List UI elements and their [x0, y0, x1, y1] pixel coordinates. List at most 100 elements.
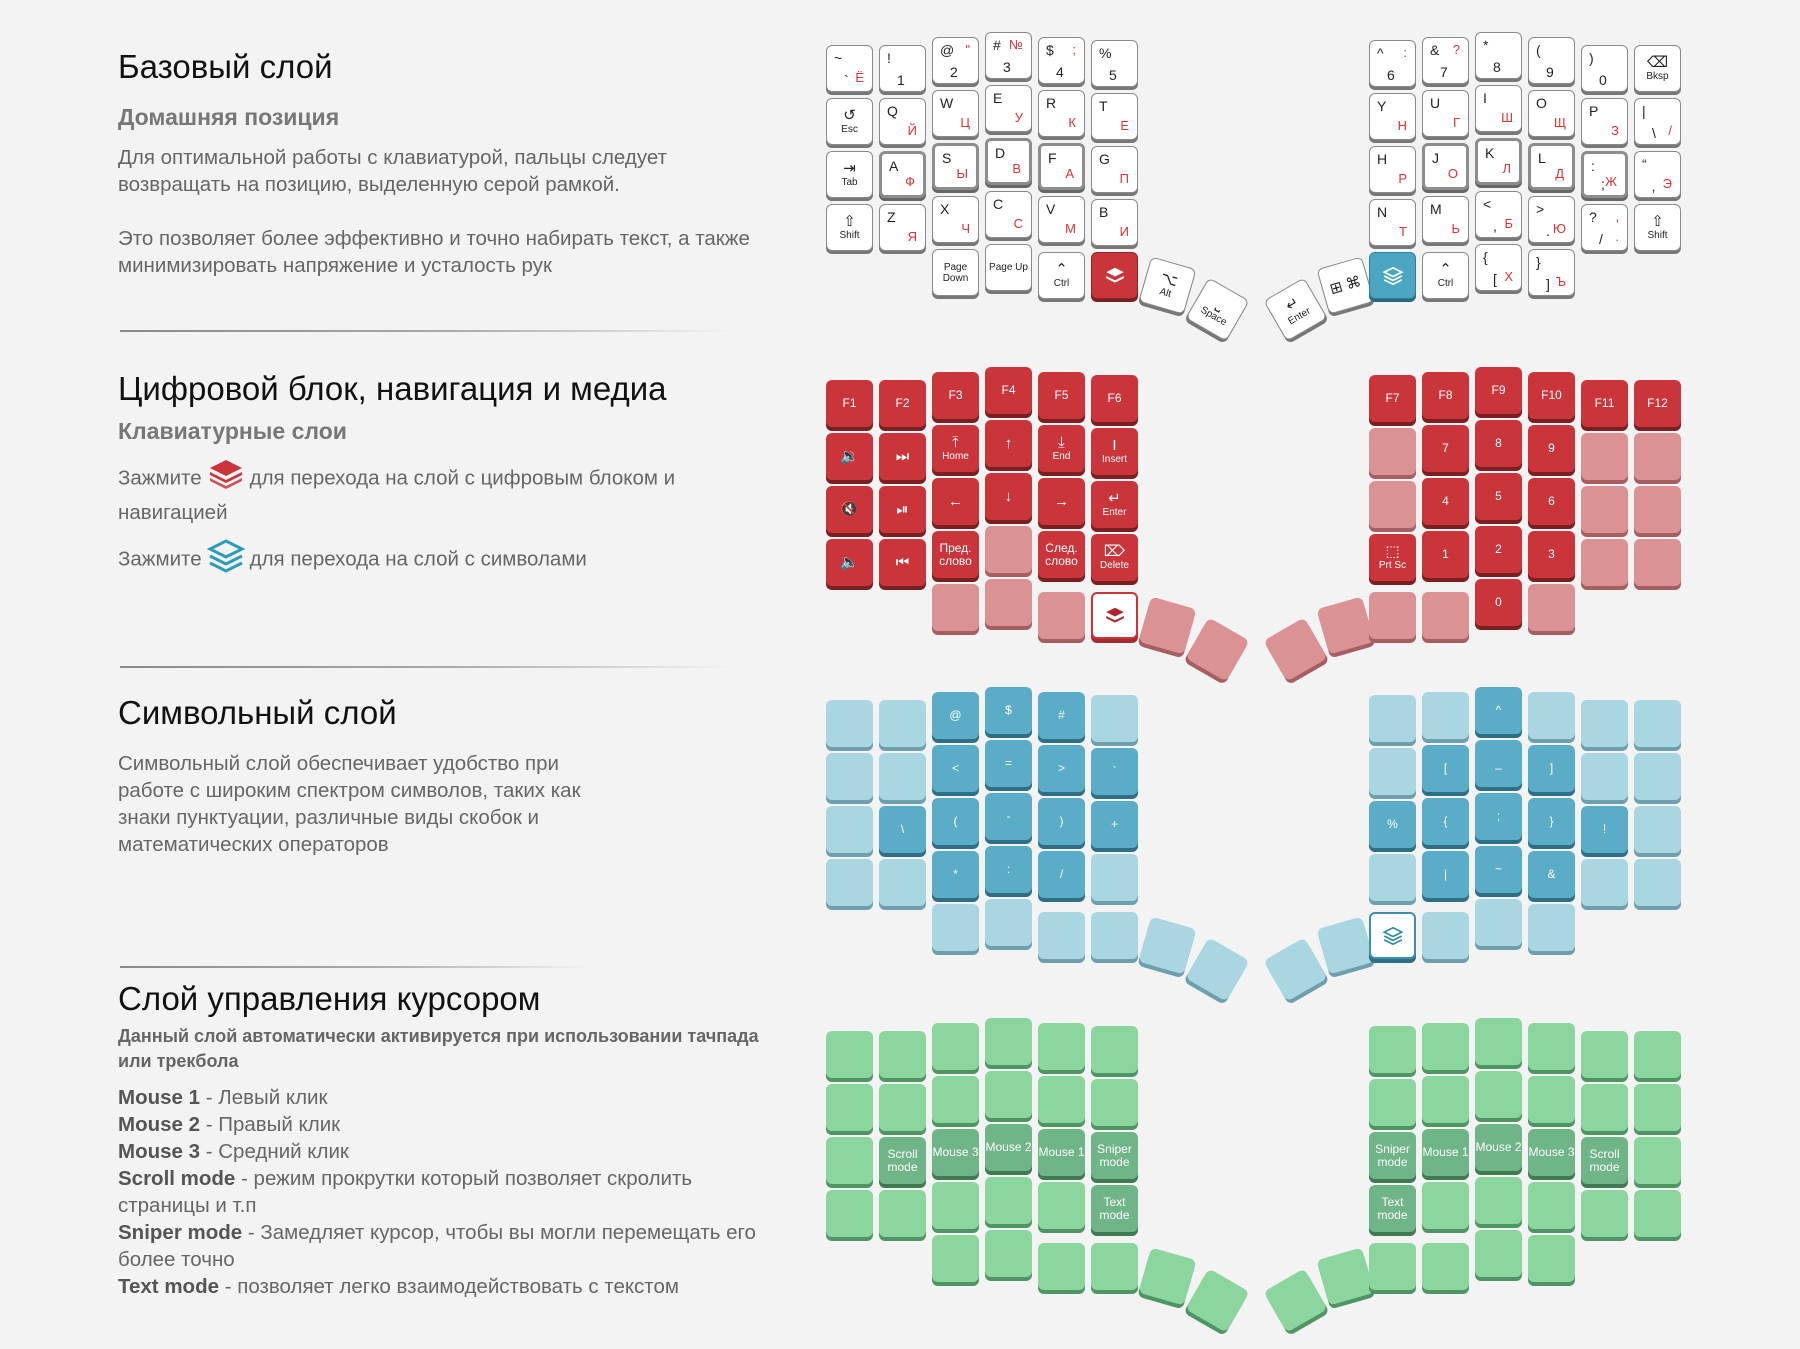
key: [1091, 1026, 1138, 1073]
key-icon: ⌦: [1103, 543, 1126, 560]
key-legend: ↺ Esc: [827, 99, 872, 144]
key-bottom-label: /: [1599, 231, 1603, 247]
key: ): [1038, 798, 1085, 845]
key-icon: ⤓: [1058, 434, 1065, 451]
section-base-layer: Базовый слой Домашняя позиция Для оптима…: [118, 48, 758, 279]
key-legend: Mouse 1: [1038, 1129, 1085, 1176]
key-legend: ⎵ Space: [1187, 279, 1248, 340]
key-legend: Text mode: [1369, 1185, 1416, 1232]
key-top-label: *: [1483, 37, 1489, 53]
key: [1185, 937, 1250, 1002]
key-legend: ⌫ Bksp: [1635, 46, 1680, 91]
key-top-label: <: [1483, 196, 1492, 212]
key: % 5: [1091, 40, 1138, 87]
key-top-label: R: [1046, 95, 1057, 111]
mouse-item-term: Mouse 2: [118, 1113, 201, 1136]
hold-blue-text: для перехода на слой с символами: [249, 547, 587, 571]
key-cyrillic-label: У: [1014, 110, 1023, 125]
base-paragraph-1: Для оптимальной работы с клавиатурой, па…: [118, 146, 667, 196]
key-label: Mouse 1: [1038, 1145, 1085, 1159]
key: Page Down: [932, 249, 979, 296]
key-label: 5: [1495, 489, 1502, 503]
sym-title: Символьный слой: [118, 694, 397, 731]
key-label: Shift: [839, 230, 860, 241]
key-legend: &: [1528, 851, 1575, 898]
key: [1634, 1190, 1681, 1237]
key-top-label: X: [940, 201, 950, 217]
key-top-label: F: [1048, 150, 1057, 166]
key-top-label: W: [940, 95, 954, 111]
key: ~: [1475, 846, 1522, 893]
key: [1422, 692, 1469, 739]
key: [1138, 916, 1197, 975]
key: ? /,.: [1581, 204, 1628, 251]
key-label: ^: [1495, 703, 1502, 717]
key: F4: [985, 367, 1032, 414]
key: ↺ Esc: [826, 98, 873, 145]
key-legend: 0: [1475, 579, 1522, 626]
key: F1: [826, 380, 873, 427]
key: /: [1038, 851, 1085, 898]
key: [1634, 1137, 1681, 1184]
key-legend: 🔉: [826, 433, 873, 480]
key: F12: [1634, 380, 1681, 427]
key: F5: [1038, 372, 1085, 419]
key-label: Tab: [841, 177, 858, 188]
key: [1581, 1084, 1628, 1131]
key: [1038, 1023, 1085, 1070]
key-legend: F5: [1038, 372, 1085, 419]
mouse-subtitle: Данный слой автоматически активируется п…: [118, 1026, 759, 1071]
key-top-label: #: [993, 37, 1001, 53]
key-legend: ⇧ Shift: [827, 205, 872, 250]
key: [1185, 617, 1250, 682]
key: [1634, 1031, 1681, 1078]
key: ⤓ End: [1038, 425, 1085, 472]
key-cyrillic-label: М: [1065, 221, 1076, 236]
key: [1422, 1243, 1469, 1290]
layers-red-icon: [206, 456, 246, 496]
key-legend: Text mode: [1091, 1185, 1138, 1232]
key: [1369, 1243, 1416, 1290]
key-legend: ↵ Enter: [1091, 481, 1138, 528]
key: ⬚ Prt Sc: [1369, 534, 1416, 581]
key: 8: [1475, 420, 1522, 467]
key: [1369, 1079, 1416, 1126]
key-legend: Page Down: [933, 250, 978, 295]
key-label: Пред. слово: [939, 540, 972, 568]
key: [985, 1230, 1032, 1277]
key-legend: |: [1422, 851, 1469, 898]
key-legend: [: [1422, 745, 1469, 792]
key-icon: ⌃: [1439, 261, 1452, 278]
key-top-label: @: [940, 42, 955, 58]
key: [932, 904, 979, 951]
key: F7: [1369, 375, 1416, 422]
key-legend: F8: [1422, 372, 1469, 419]
mouse-item: Scroll mode - режим прокрутки который по…: [118, 1165, 768, 1219]
key: I Insert: [1091, 428, 1138, 475]
key: [1634, 486, 1681, 533]
key-icon: ⌃: [1055, 261, 1068, 278]
key: [1091, 912, 1138, 959]
key-cyrillic-label: И: [1119, 224, 1129, 239]
key: 9: [1528, 425, 1575, 472]
key: [1634, 1084, 1681, 1131]
key-legend: ⤓ End: [1038, 425, 1085, 472]
key: [932, 1076, 979, 1123]
key-bottom-label: [: [1493, 271, 1497, 287]
key: ⊞ ⌘: [1316, 256, 1375, 315]
key: [1581, 1190, 1628, 1237]
key-label: %: [1387, 817, 1398, 831]
key-bottom-label: 2: [950, 64, 958, 80]
key: Mouse 1: [1422, 1129, 1469, 1176]
key-legend: След. слово: [1038, 531, 1085, 578]
